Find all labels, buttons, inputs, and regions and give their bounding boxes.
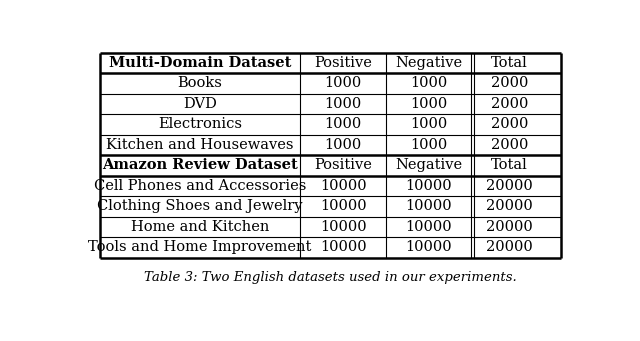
Text: 10000: 10000 (320, 179, 367, 193)
Text: 20000: 20000 (486, 220, 532, 234)
Text: 2000: 2000 (490, 76, 528, 90)
Text: Electronics: Electronics (158, 117, 242, 131)
Text: 20000: 20000 (486, 199, 532, 213)
Bar (301, 176, 386, 196)
Text: 1000: 1000 (324, 138, 362, 152)
Bar (386, 155, 471, 176)
Text: 1000: 1000 (324, 117, 362, 131)
Bar (471, 53, 547, 73)
Text: 1000: 1000 (410, 138, 447, 152)
Text: Negative: Negative (395, 158, 462, 173)
Text: 1000: 1000 (324, 97, 362, 111)
Text: 10000: 10000 (405, 240, 452, 254)
Bar (301, 155, 386, 176)
Bar (301, 114, 386, 135)
Text: 10000: 10000 (320, 199, 367, 213)
Text: 2000: 2000 (490, 117, 528, 131)
Text: Total: Total (491, 158, 527, 173)
Bar (100, 73, 301, 94)
Text: Positive: Positive (314, 158, 372, 173)
Bar (386, 114, 471, 135)
Text: Amazon Review Dataset: Amazon Review Dataset (102, 158, 298, 173)
Bar (301, 73, 386, 94)
Bar (100, 196, 301, 217)
Text: 10000: 10000 (405, 179, 452, 193)
Text: 20000: 20000 (486, 240, 532, 254)
Text: 20000: 20000 (486, 179, 532, 193)
Bar (471, 155, 547, 176)
Bar (100, 53, 301, 73)
Bar (386, 94, 471, 114)
Text: Clothing Shoes and Jewelry: Clothing Shoes and Jewelry (97, 199, 303, 213)
Text: 1000: 1000 (410, 97, 447, 111)
Bar (301, 94, 386, 114)
Bar (100, 176, 301, 196)
Text: 2000: 2000 (490, 138, 528, 152)
Bar (100, 135, 301, 155)
Bar (100, 155, 301, 176)
Bar (471, 73, 547, 94)
Text: Positive: Positive (314, 56, 372, 70)
Text: Cell Phones and Accessories: Cell Phones and Accessories (94, 179, 307, 193)
Text: 10000: 10000 (405, 220, 452, 234)
Text: Total: Total (491, 56, 527, 70)
Text: Kitchen and Housewaves: Kitchen and Housewaves (106, 138, 294, 152)
Text: Table 3: Two English datasets used in our experiments.: Table 3: Two English datasets used in ou… (144, 271, 517, 284)
Bar (301, 53, 386, 73)
Bar (100, 114, 301, 135)
Bar (471, 237, 547, 257)
Bar (471, 176, 547, 196)
Text: DVD: DVD (183, 97, 217, 111)
Bar (301, 217, 386, 237)
Bar (471, 196, 547, 217)
Bar (386, 135, 471, 155)
Text: 1000: 1000 (410, 76, 447, 90)
Bar (386, 53, 471, 73)
Bar (100, 94, 301, 114)
Bar (471, 94, 547, 114)
Bar (471, 135, 547, 155)
Text: Home and Kitchen: Home and Kitchen (131, 220, 269, 234)
Text: Multi-Domain Dataset: Multi-Domain Dataset (109, 56, 291, 70)
Text: 10000: 10000 (320, 220, 367, 234)
Bar (386, 217, 471, 237)
Text: 2000: 2000 (490, 97, 528, 111)
Bar (386, 196, 471, 217)
Bar (301, 237, 386, 257)
Bar (100, 217, 301, 237)
Text: 1000: 1000 (324, 76, 362, 90)
Text: 10000: 10000 (320, 240, 367, 254)
Text: 1000: 1000 (410, 117, 447, 131)
Bar (386, 176, 471, 196)
Bar (471, 217, 547, 237)
Bar (100, 237, 301, 257)
Text: Tools and Home Improvement: Tools and Home Improvement (88, 240, 312, 254)
Bar (301, 196, 386, 217)
Bar (301, 135, 386, 155)
Bar (386, 73, 471, 94)
Bar (386, 237, 471, 257)
Text: 10000: 10000 (405, 199, 452, 213)
Text: Negative: Negative (395, 56, 462, 70)
Bar (471, 114, 547, 135)
Text: Books: Books (178, 76, 223, 90)
